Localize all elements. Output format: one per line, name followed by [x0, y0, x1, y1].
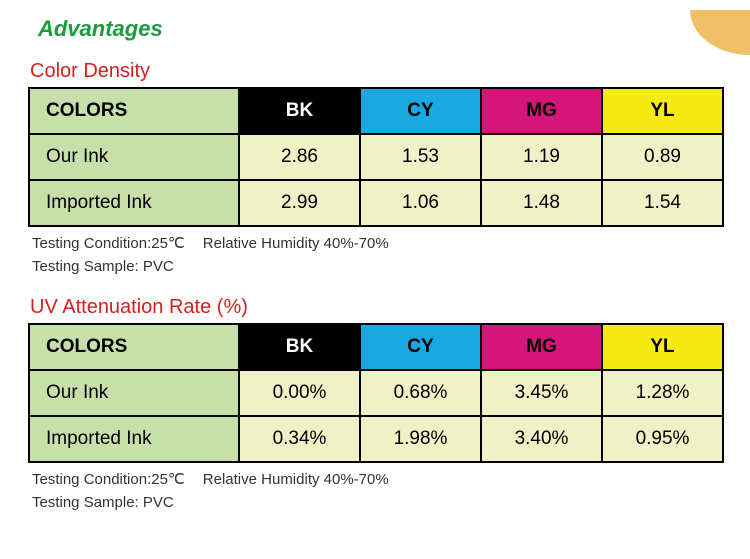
section1-footnote-cond: Testing Condition:25℃ [32, 235, 185, 252]
cell-value: 0.68% [360, 370, 481, 416]
cell-value: 2.86 [239, 134, 360, 180]
cell-value: 3.45% [481, 370, 602, 416]
section1-footnote: Testing Condition:25℃ Relative Humidity 4… [32, 233, 722, 278]
cell-value: 1.53 [360, 134, 481, 180]
corner-accent [690, 10, 750, 55]
cell-value: 1.19 [481, 134, 602, 180]
section2-footnote: Testing Condition:25℃ Relative Humidity 4… [32, 469, 722, 514]
section2-tbody: COLORSBKCYMGYL Our Ink0.00%0.68%3.45%1.28… [29, 324, 723, 462]
section2-footnote-cond: Testing Condition:25℃ [32, 471, 185, 488]
cell-value: 0.00% [239, 370, 360, 416]
column-header: CY [360, 88, 481, 134]
column-header: BK [239, 324, 360, 370]
row-label: Our Ink [29, 370, 239, 416]
row-label: Our Ink [29, 134, 239, 180]
section2-table: COLORSBKCYMGYL Our Ink0.00%0.68%3.45%1.28… [28, 323, 724, 463]
column-header: BK [239, 88, 360, 134]
column-header: CY [360, 324, 481, 370]
section2-footnote-hum: Relative Humidity 40%-70% [203, 471, 389, 488]
cell-value: 2.99 [239, 180, 360, 226]
column-header: MG [481, 88, 602, 134]
cell-value: 1.48 [481, 180, 602, 226]
section1-footnote-sample: Testing Sample: PVC [32, 258, 174, 275]
section1-table: COLORSBKCYMGYL Our Ink2.861.531.190.89 Imp… [28, 87, 724, 227]
column-header: YL [602, 324, 723, 370]
cell-value: 1.06 [360, 180, 481, 226]
page-title: Advantages [38, 16, 722, 42]
column-header: COLORS [29, 324, 239, 370]
cell-value: 0.89 [602, 134, 723, 180]
cell-value: 0.34% [239, 416, 360, 462]
column-header: COLORS [29, 88, 239, 134]
column-header: YL [602, 88, 723, 134]
section2-title: UV Attenuation Rate (%) [30, 296, 722, 319]
column-header: MG [481, 324, 602, 370]
section2-footnote-sample: Testing Sample: PVC [32, 494, 174, 511]
cell-value: 1.54 [602, 180, 723, 226]
cell-value: 1.28% [602, 370, 723, 416]
section1-tbody: COLORSBKCYMGYL Our Ink2.861.531.190.89 Imp… [29, 88, 723, 226]
cell-value: 1.98% [360, 416, 481, 462]
section1-footnote-hum: Relative Humidity 40%-70% [203, 235, 389, 252]
section1-title: Color Density [30, 60, 722, 83]
row-label: Imported Ink [29, 416, 239, 462]
row-label: Imported Ink [29, 180, 239, 226]
cell-value: 0.95% [602, 416, 723, 462]
cell-value: 3.40% [481, 416, 602, 462]
